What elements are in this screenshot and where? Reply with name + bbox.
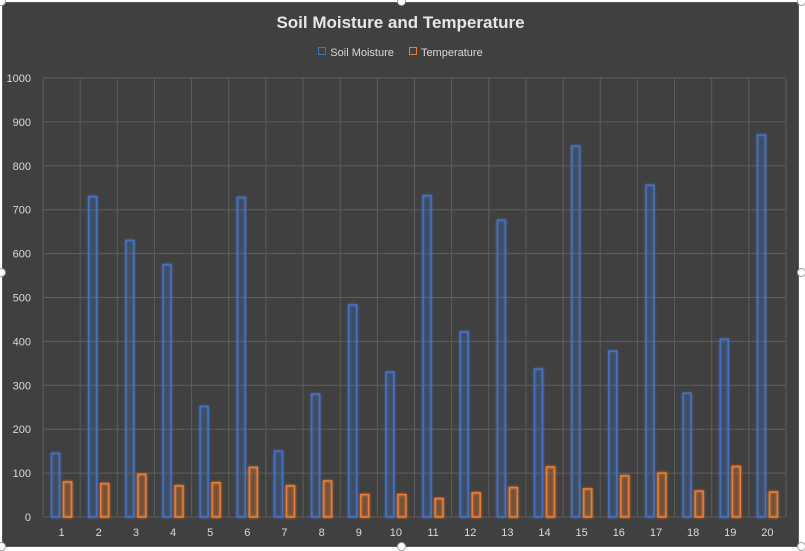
x-tick-label: 16 bbox=[613, 527, 625, 539]
bar-temperature bbox=[657, 472, 667, 518]
bar-temperature bbox=[508, 486, 519, 518]
bar-soil-moisture bbox=[385, 371, 395, 518]
x-tick-label: 8 bbox=[319, 527, 325, 539]
bar-soil-moisture bbox=[125, 239, 135, 518]
bar-temperature bbox=[137, 473, 147, 518]
x-tick-label: 10 bbox=[390, 527, 402, 539]
bar-soil-moisture bbox=[348, 304, 358, 518]
bar-temperature bbox=[322, 480, 333, 518]
bar-soil-moisture bbox=[570, 145, 581, 518]
bar-temperature bbox=[285, 485, 296, 518]
y-tick-label: 400 bbox=[13, 336, 31, 348]
bar-temperature bbox=[471, 492, 481, 518]
resize-handle-top-left[interactable] bbox=[0, 0, 6, 6]
bar-soil-moisture bbox=[422, 194, 432, 518]
bar-temperature bbox=[211, 482, 221, 518]
bar-temperature bbox=[620, 474, 630, 518]
bar-temperature bbox=[694, 490, 704, 518]
x-tick-label: 6 bbox=[244, 527, 250, 539]
x-tick-label: 14 bbox=[538, 527, 550, 539]
bar-soil-moisture bbox=[682, 392, 692, 518]
resize-handle-top[interactable] bbox=[397, 0, 406, 6]
x-tick-label: 2 bbox=[96, 527, 102, 539]
resize-handle-right[interactable] bbox=[797, 268, 805, 277]
legend[interactable]: Soil Moisture Temperature bbox=[3, 47, 798, 59]
bar-temperature bbox=[397, 493, 407, 518]
y-tick-label: 200 bbox=[13, 424, 31, 436]
x-tick-label: 18 bbox=[687, 527, 699, 539]
x-tick-label: 19 bbox=[724, 527, 736, 539]
x-tick-label: 7 bbox=[281, 527, 287, 539]
bar-soil-moisture bbox=[162, 263, 172, 518]
y-tick-label: 600 bbox=[13, 249, 31, 261]
bar-soil-moisture bbox=[236, 196, 247, 518]
x-tick-label: 17 bbox=[650, 527, 662, 539]
resize-handle-top-right[interactable] bbox=[797, 0, 805, 6]
bar-temperature bbox=[545, 466, 556, 518]
bar-temperature bbox=[434, 497, 444, 518]
bar-soil-moisture bbox=[496, 219, 507, 518]
y-tick-label: 500 bbox=[13, 293, 31, 305]
x-tick-label: 15 bbox=[576, 527, 588, 539]
legend-item-soil-moisture[interactable]: Soil Moisture bbox=[318, 47, 394, 59]
x-tick-label: 1 bbox=[59, 527, 65, 539]
bar-temperature bbox=[174, 485, 184, 518]
y-tick-label: 700 bbox=[13, 205, 31, 217]
x-tick-label: 12 bbox=[464, 527, 476, 539]
x-tick-label: 3 bbox=[133, 527, 139, 539]
bar-soil-moisture bbox=[87, 195, 98, 518]
bar-soil-moisture bbox=[273, 450, 284, 518]
y-tick-label: 800 bbox=[13, 161, 31, 173]
x-tick-label: 5 bbox=[207, 527, 213, 539]
bar-soil-moisture bbox=[50, 452, 61, 518]
x-tick-label: 11 bbox=[427, 527, 438, 539]
y-tick-label: 900 bbox=[13, 117, 31, 129]
bar-temperature bbox=[62, 481, 73, 518]
legend-item-temperature[interactable]: Temperature bbox=[408, 47, 483, 59]
bar-soil-moisture bbox=[199, 405, 209, 518]
bar-soil-moisture bbox=[756, 134, 767, 518]
resize-handle-left[interactable] bbox=[0, 268, 6, 277]
chart-area[interactable]: Soil Moisture and Temperature Soil Moist… bbox=[2, 2, 799, 547]
legend-label-soil-moisture: Soil Moisture bbox=[330, 47, 394, 59]
bar-temperature bbox=[582, 488, 593, 518]
x-tick-label: 13 bbox=[501, 527, 513, 539]
bar-soil-moisture bbox=[310, 393, 321, 518]
y-tick-label: 1000 bbox=[7, 73, 31, 85]
legend-swatch-soil-moisture-icon bbox=[318, 47, 327, 55]
bar-temperature bbox=[768, 491, 779, 518]
bar-temperature bbox=[99, 482, 110, 518]
bar-soil-moisture bbox=[608, 350, 618, 518]
y-tick-label: 100 bbox=[13, 468, 31, 480]
y-tick-label: 0 bbox=[25, 512, 31, 524]
x-tick-label: 4 bbox=[170, 527, 176, 539]
x-tick-label: 9 bbox=[356, 527, 362, 539]
bar-soil-moisture bbox=[459, 330, 469, 518]
x-tick-label: 20 bbox=[761, 527, 773, 539]
y-tick-label: 300 bbox=[13, 380, 31, 392]
bar-temperature bbox=[360, 493, 370, 518]
legend-swatch-temperature-icon bbox=[408, 47, 417, 55]
legend-label-temperature: Temperature bbox=[420, 47, 483, 59]
bar-temperature bbox=[248, 466, 259, 518]
bar-soil-moisture bbox=[645, 184, 655, 518]
bar-soil-moisture bbox=[719, 338, 730, 518]
chart-title: Soil Moisture and Temperature bbox=[276, 13, 525, 32]
bar-soil-moisture bbox=[533, 368, 544, 518]
bar-temperature bbox=[731, 465, 742, 518]
